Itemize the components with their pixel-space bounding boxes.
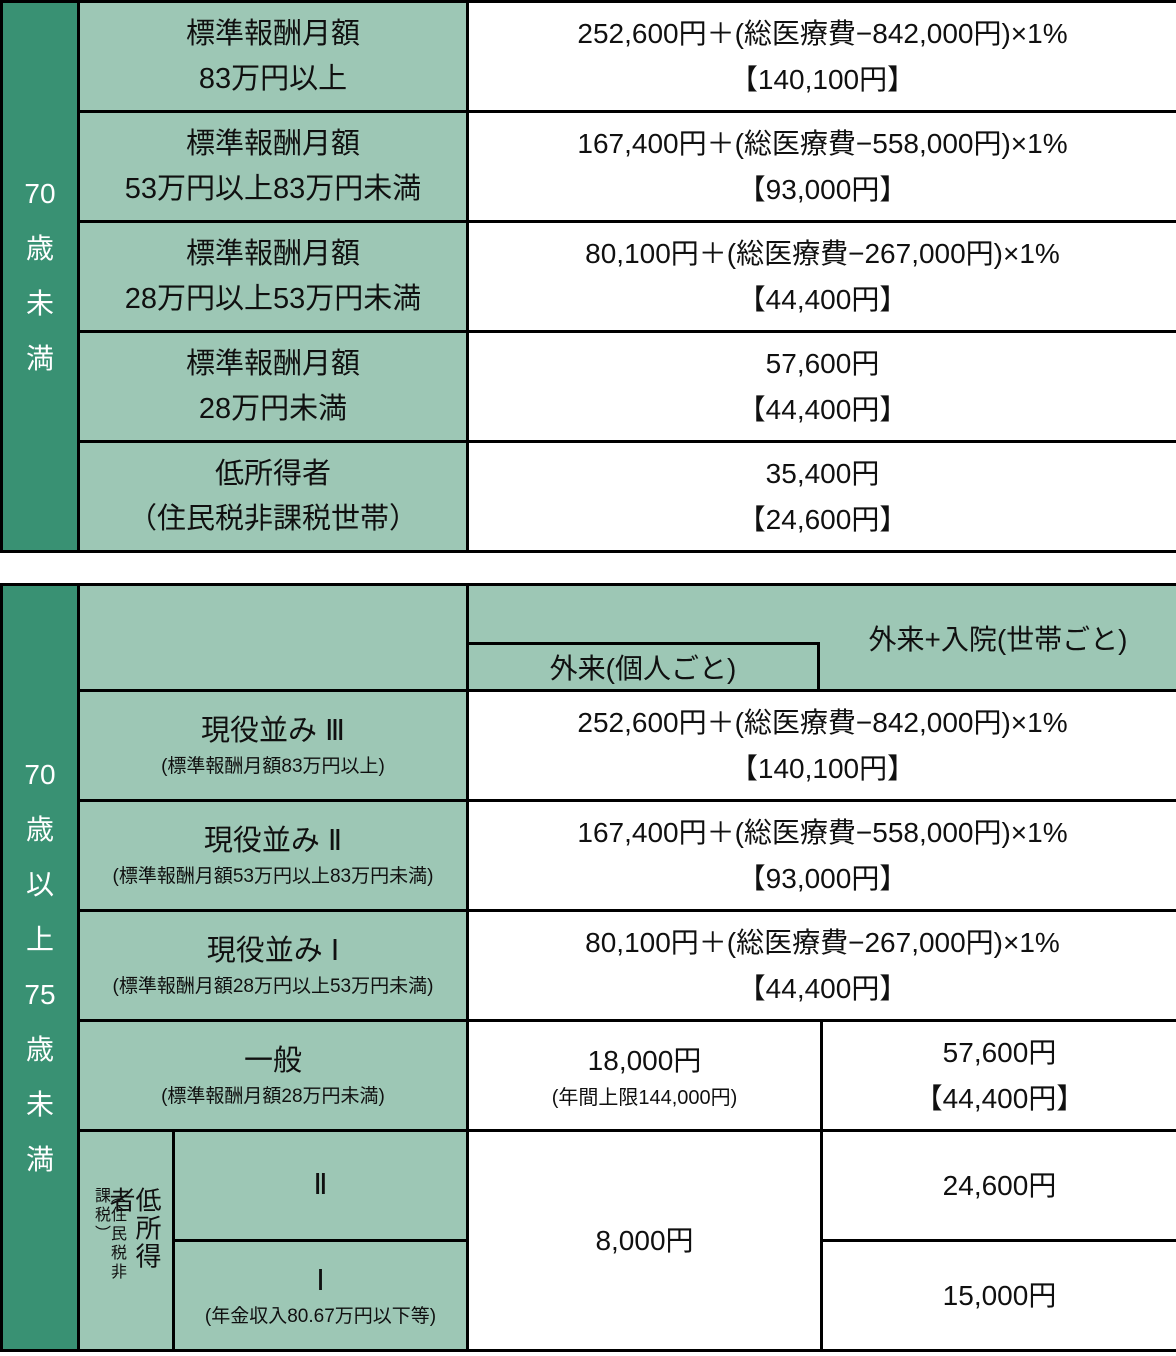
category-main: 現役並み Ⅲ bbox=[200, 714, 346, 747]
limit-cell-geneki-1: 80,100円＋(総医療費−267,000円)×1% 【44,400円】 bbox=[466, 909, 1176, 1022]
limit-formula: 167,400円＋(総医療費−558,000円)×1% bbox=[577, 128, 1068, 160]
limit-formula: 167,400円＋(総医療費−558,000円)×1% bbox=[577, 817, 1068, 849]
limit-formula: 252,600円＋(総医療費−842,000円)×1% bbox=[577, 18, 1068, 50]
age-group-under-70-label: 70 歳 未 満 bbox=[5, 178, 76, 374]
category-cell-general: 一般 (標準報酬月額28万円未満) bbox=[77, 1019, 469, 1132]
combined-limit: 15,000円 bbox=[942, 1279, 1057, 1311]
table-under-70: 70 歳 未 満 標準報酬月額 83万円以上 252,600円＋(総医療費−84… bbox=[0, 0, 1176, 553]
tier-note: (年金収入80.67万円以下等) bbox=[204, 1305, 437, 1327]
low-income-note: （住民税非課税） bbox=[92, 1186, 125, 1282]
category-cell-530k-830k: 標準報酬月額 53万円以上83万円未満 bbox=[77, 110, 469, 223]
header-empty-category-cell bbox=[77, 583, 469, 692]
category-cell-geneki-3: 現役並み Ⅲ (標準報酬月額83万円以上) bbox=[77, 689, 469, 802]
outpatient-limit-cell-general: 18,000円 (年間上限144,000円) bbox=[466, 1019, 823, 1132]
age-group-70-74-header: 70 歳 以 上 75 歳 未 満 bbox=[0, 583, 80, 1352]
category-main: 一般 bbox=[243, 1044, 302, 1077]
limit-formula: 80,100円＋(総医療費−267,000円)×1% bbox=[585, 927, 1060, 959]
category-cell-under-280k: 標準報酬月額 28万円未満 bbox=[77, 330, 469, 443]
category-line1: 低所得者 bbox=[214, 457, 331, 490]
category-line2: 28万円以上53万円未満 bbox=[124, 282, 422, 315]
age-char: 70 bbox=[24, 178, 56, 209]
category-cell-low-income: 低所得者 （住民税非課税世帯） bbox=[77, 440, 469, 553]
low-income-label: 低所得者 bbox=[106, 1186, 162, 1271]
combined-limit: 24,600円 bbox=[942, 1169, 1057, 1201]
column-header-outpatient-inpatient: 外来+入院(世帯ごと) bbox=[868, 623, 1128, 655]
combined-limit-cell-low-income-1: 15,000円 bbox=[820, 1239, 1176, 1352]
age-char: 満 bbox=[25, 343, 54, 374]
limit-formula: 57,600円 bbox=[765, 348, 880, 380]
outpatient-annual-note: (年間上限144,000円) bbox=[551, 1087, 738, 1110]
age-char: 歳 bbox=[25, 814, 54, 845]
limit-formula: 80,100円＋(総医療費−267,000円)×1% bbox=[585, 238, 1060, 270]
category-cell-280k-530k: 標準報酬月額 28万円以上53万円未満 bbox=[77, 220, 469, 333]
age-char: 歳 bbox=[25, 233, 54, 264]
category-sub: (標準報酬月額53万円以上83万円未満) bbox=[112, 865, 434, 887]
table-70-to-74: 70 歳 以 上 75 歳 未 満 外来+入院(世帯ごと) 外来(個人ごと) 現… bbox=[0, 583, 1176, 1352]
category-cell-geneki-2: 現役並み Ⅱ (標準報酬月額53万円以上83万円未満) bbox=[77, 799, 469, 912]
category-cell-low-income-1: Ⅰ (年金収入80.67万円以下等) bbox=[172, 1239, 469, 1352]
limit-multiple: 【44,400円】 bbox=[737, 393, 908, 425]
combined-limit: 57,600円 bbox=[942, 1037, 1057, 1069]
age-char: 満 bbox=[25, 1144, 54, 1175]
age-char: 75 bbox=[24, 979, 56, 1010]
outpatient-limit: 18,000円 bbox=[587, 1044, 702, 1076]
tier-label: Ⅱ bbox=[313, 1169, 328, 1202]
low-income-group-cell: 低所得者 （住民税非課税） bbox=[77, 1129, 175, 1352]
limit-cell-under-280k: 57,600円 【44,400円】 bbox=[466, 330, 1176, 443]
category-cell-low-income-2: Ⅱ bbox=[172, 1129, 469, 1242]
category-line2: 28万円未満 bbox=[198, 392, 348, 425]
age-char: 上 bbox=[25, 924, 54, 955]
category-main: 現役並み Ⅱ bbox=[203, 824, 343, 857]
header-columns-cell: 外来+入院(世帯ごと) 外来(個人ごと) bbox=[466, 583, 1176, 692]
category-line2: （住民税非課税世帯） bbox=[127, 502, 418, 535]
outpatient-limit-cell-low-income: 8,000円 bbox=[466, 1129, 823, 1352]
limit-multiple: 【24,600円】 bbox=[737, 503, 908, 535]
limit-cell-530k-830k: 167,400円＋(総医療費−558,000円)×1% 【93,000円】 bbox=[466, 110, 1176, 223]
limit-multiple: 【93,000円】 bbox=[737, 173, 908, 205]
limit-cell-280k-530k: 80,100円＋(総医療費−267,000円)×1% 【44,400円】 bbox=[466, 220, 1176, 333]
category-cell-geneki-1: 現役並み Ⅰ (標準報酬月額28万円以上53万円未満) bbox=[77, 909, 469, 1022]
limit-formula: 35,400円 bbox=[765, 458, 880, 490]
category-line1: 標準報酬月額 bbox=[185, 237, 360, 270]
category-line1: 標準報酬月額 bbox=[185, 17, 360, 50]
combined-limit-cell-general: 57,600円 【44,400円】 bbox=[820, 1019, 1176, 1132]
limit-cell-over-830k: 252,600円＋(総医療費−842,000円)×1% 【140,100円】 bbox=[466, 0, 1176, 113]
limit-multiple: 【44,400円】 bbox=[737, 283, 908, 315]
age-char: 70 bbox=[24, 759, 56, 790]
category-line2: 83万円以上 bbox=[198, 62, 348, 95]
age-char: 未 bbox=[25, 1089, 54, 1120]
column-header-outpatient: 外来(個人ごと) bbox=[470, 642, 820, 688]
limit-cell-geneki-2: 167,400円＋(総医療費−558,000円)×1% 【93,000円】 bbox=[466, 799, 1176, 912]
category-line2: 53万円以上83万円未満 bbox=[124, 172, 422, 205]
category-sub: (標準報酬月額83万円以上) bbox=[161, 755, 385, 777]
age-char: 未 bbox=[25, 288, 54, 319]
category-line1: 標準報酬月額 bbox=[185, 347, 360, 380]
age-group-under-70-header: 70 歳 未 満 bbox=[0, 0, 80, 553]
age-group-70-74-label: 70 歳 以 上 75 歳 未 満 bbox=[5, 759, 76, 1175]
limit-formula: 252,600円＋(総医療費−842,000円)×1% bbox=[577, 707, 1068, 739]
limit-cell-geneki-3: 252,600円＋(総医療費−842,000円)×1% 【140,100円】 bbox=[466, 689, 1176, 802]
limit-multiple: 【140,100円】 bbox=[729, 752, 916, 784]
tier-label: Ⅰ bbox=[316, 1264, 325, 1297]
limit-multiple: 【93,000円】 bbox=[737, 862, 908, 894]
combined-multiple: 【44,400円】 bbox=[914, 1082, 1085, 1114]
combined-limit-cell-low-income-2: 24,600円 bbox=[820, 1129, 1176, 1242]
category-main: 現役並み Ⅰ bbox=[206, 934, 340, 967]
category-sub: (標準報酬月額28万円以上53万円未満) bbox=[112, 975, 434, 997]
category-sub: (標準報酬月額28万円未満) bbox=[161, 1085, 385, 1107]
age-char: 歳 bbox=[25, 1034, 54, 1065]
age-char: 以 bbox=[25, 869, 54, 900]
outpatient-limit: 8,000円 bbox=[595, 1224, 694, 1256]
limit-multiple: 【44,400円】 bbox=[737, 972, 908, 1004]
category-line1: 標準報酬月額 bbox=[185, 127, 360, 160]
limit-cell-low-income: 35,400円 【24,600円】 bbox=[466, 440, 1176, 553]
category-cell-over-830k: 標準報酬月額 83万円以上 bbox=[77, 0, 469, 113]
limit-multiple: 【140,100円】 bbox=[729, 63, 916, 95]
table-gap bbox=[0, 553, 1176, 583]
